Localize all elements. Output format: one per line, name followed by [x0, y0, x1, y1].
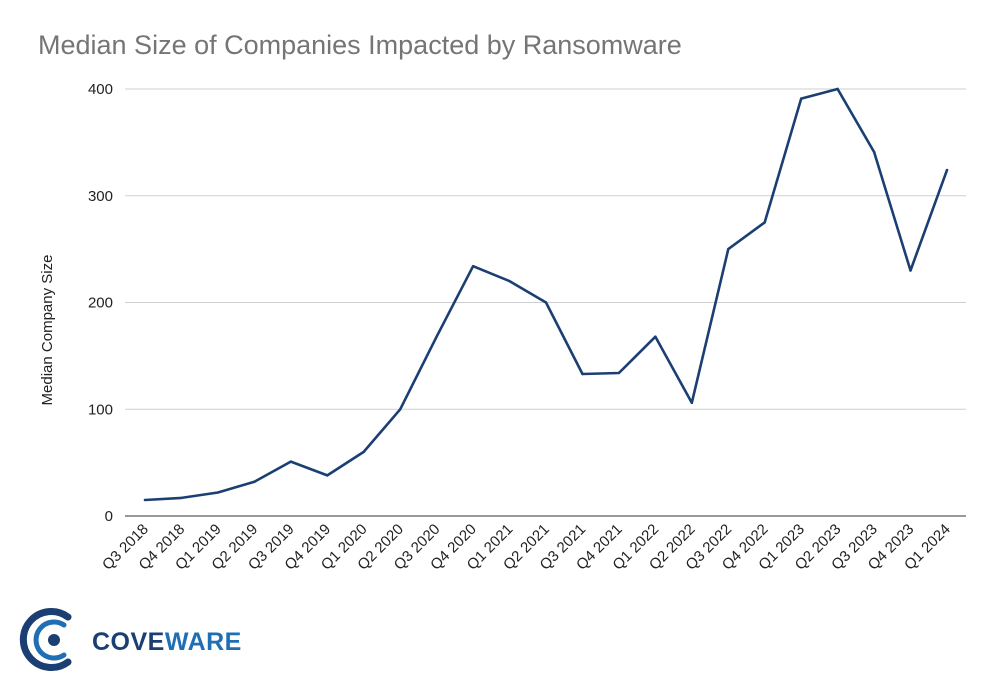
data-point: [836, 87, 839, 91]
data-point: [435, 335, 438, 338]
logo-mark: [19, 608, 72, 671]
chart-title: Median Size of Companies Impacted by Ran…: [38, 30, 682, 60]
y-axis-ticks: 0 100 200 300 400: [88, 81, 113, 525]
logo-text-cove: COVE: [92, 628, 165, 656]
data-point: [690, 401, 694, 405]
logo-wordmark: COVEWARE: [92, 628, 242, 656]
data-point: [727, 247, 730, 251]
coveware-logo: COVEWARE: [19, 608, 242, 671]
data-point: [654, 335, 657, 338]
y-axis-label: Median Company Size: [39, 255, 56, 406]
data-point: [508, 279, 511, 283]
y-tick-label: 200: [88, 295, 113, 312]
data-point: [180, 496, 183, 500]
series-line: [143, 87, 949, 502]
logo-text-ware: WARE: [165, 628, 242, 656]
y-tick-label: 100: [88, 401, 113, 418]
data-point: [799, 97, 803, 100]
y-tick-label: 300: [88, 188, 113, 205]
y-tick-label: 0: [105, 508, 113, 525]
data-point: [362, 450, 365, 454]
series-layer: [143, 87, 949, 502]
data-point: [471, 265, 475, 268]
y-tick-label: 400: [88, 81, 113, 98]
data-point: [289, 460, 293, 463]
data-point: [216, 491, 220, 494]
data-point: [763, 221, 766, 224]
data-point: [326, 474, 329, 477]
data-point: [253, 480, 256, 484]
data-point: [617, 371, 621, 375]
data-point: [398, 408, 402, 411]
data-point: [909, 269, 912, 272]
data-point: [581, 372, 584, 376]
data-point: [544, 301, 548, 304]
data-point: [872, 150, 876, 154]
data-point: [143, 498, 147, 502]
data-point: [945, 168, 949, 172]
